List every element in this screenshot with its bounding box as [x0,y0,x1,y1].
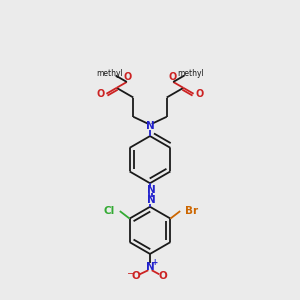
Text: N: N [147,195,155,206]
Text: N: N [146,262,154,272]
Text: O: O [132,272,140,281]
Text: O: O [168,72,176,82]
Text: O: O [196,89,204,99]
Text: Br: Br [185,206,198,216]
Text: methyl: methyl [96,69,123,78]
Text: O: O [158,272,167,281]
Text: O: O [124,72,132,82]
Text: methyl: methyl [177,69,204,78]
Text: Cl: Cl [103,206,115,216]
Text: N: N [146,122,154,131]
Text: N: N [147,184,155,195]
Text: +: + [152,258,158,267]
Text: O: O [96,89,104,99]
Text: −: − [127,269,135,279]
